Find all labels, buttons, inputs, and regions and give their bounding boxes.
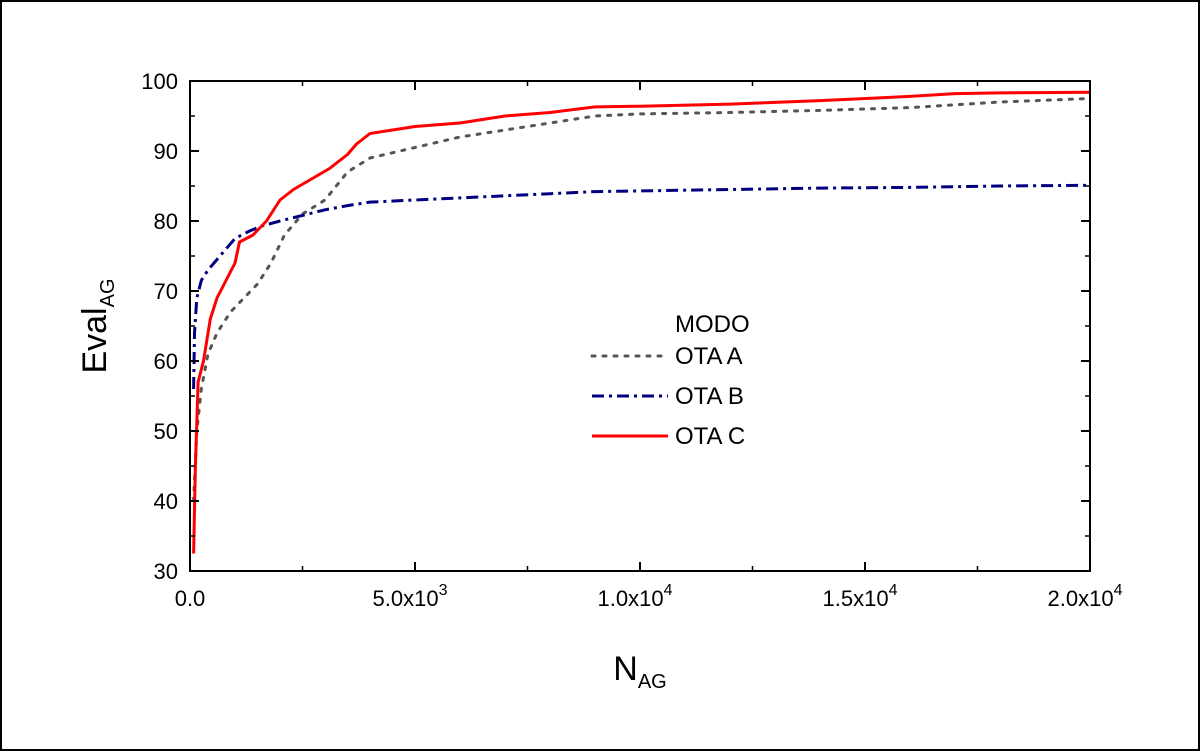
legend-label-3: OTA C: [675, 423, 745, 450]
x-tick-label: 5.0x103: [373, 582, 448, 611]
series-layer: [192, 90, 1092, 554]
x-axis-title-main: N: [613, 650, 638, 688]
y-tick-label: 60: [154, 349, 178, 374]
x-axis-title: NAG: [613, 650, 666, 693]
y-tick-label: 100: [141, 69, 178, 94]
legend: MODO OTA A OTA B OTA C: [590, 311, 750, 450]
y-axis-title-sub: AG: [97, 278, 119, 307]
x-tick-label: 1.5x104: [823, 582, 898, 611]
y-tick-label: 90: [154, 139, 178, 164]
series-line-3: [192, 90, 1091, 554]
y-axis-title: EvalAG: [76, 278, 119, 373]
y-tick-label: 40: [154, 489, 178, 514]
axes-layer: 30 40 50 60 70 80 90 100 0.0 5.0x103 1.0x104 1.5x10…: [141, 69, 1122, 611]
y-tick-label: 70: [154, 279, 178, 304]
x-axis-title-sub: AG: [638, 671, 667, 693]
series-line-2: [192, 183, 1091, 390]
y-tick-label: 50: [154, 419, 178, 444]
x-tick-label: 1.0x104: [598, 582, 673, 611]
svg-text:NAG: NAG: [613, 650, 666, 693]
x-tick-label: 0.0: [175, 586, 206, 611]
x-tick-label: 2.0x104: [1048, 582, 1123, 611]
legend-label-1: OTA A: [675, 343, 743, 370]
y-tick-label: 80: [154, 209, 178, 234]
series-line-1: [192, 97, 1092, 503]
y-axis-title-main: Eval: [76, 307, 114, 373]
legend-label-2: OTA B: [675, 383, 744, 410]
svg-text:EvalAG: EvalAG: [76, 278, 119, 373]
y-tick-label: 30: [154, 559, 178, 584]
legend-title: MODO: [675, 311, 750, 338]
